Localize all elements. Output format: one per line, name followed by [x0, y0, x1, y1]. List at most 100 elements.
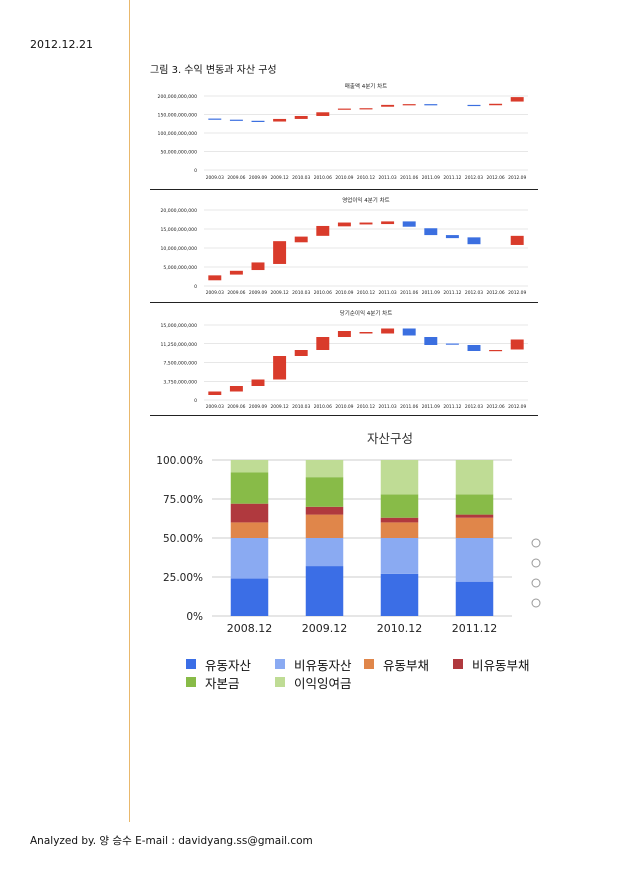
x-tick-label: 2008.12 [227, 622, 273, 635]
y-tick-label: 15,000,000,000 [160, 323, 197, 329]
chart-title: 매출액 4분기 차트 [345, 82, 387, 90]
waterfall-bar [424, 228, 438, 236]
stacked-bar-segment [455, 538, 494, 582]
stacked-bar-segment [380, 517, 419, 523]
waterfall-bar [489, 103, 503, 106]
legend-label: 유동부채 [383, 657, 430, 673]
waterfall-bar [337, 108, 351, 110]
waterfall-bar [402, 104, 416, 106]
x-tick-label: 2012.09 [508, 404, 526, 410]
waterfall-bar [467, 345, 481, 351]
stacked-bar-segment [230, 472, 269, 504]
x-tick-label: 2009.06 [227, 175, 245, 181]
legend-marker-icon [531, 578, 541, 588]
x-tick-label: 2011.06 [400, 290, 418, 296]
waterfall-bar [510, 339, 524, 350]
waterfall-bar [294, 236, 308, 243]
waterfall-bar [359, 108, 373, 110]
waterfall-bar [208, 275, 222, 281]
legend-item: 비유동부채 [453, 655, 542, 674]
waterfall-bar [273, 118, 287, 122]
legend-label: 유동자산 [205, 657, 252, 673]
y-tick-label: 50.00% [163, 533, 203, 545]
y-tick-label: 20,000,000,000 [160, 208, 197, 214]
waterfall-bar [467, 104, 481, 107]
legend-row: 유동자산 비유동자산 유동부채 비유동부채 [186, 655, 546, 673]
y-tick-label: 5,000,000,000 [163, 265, 197, 271]
legend-swatch [453, 659, 463, 669]
waterfall-bar [467, 237, 481, 245]
y-tick-label: 0 [194, 168, 197, 174]
stacked-bar-segment [305, 566, 344, 616]
margin-rule [129, 0, 130, 822]
stacked-bar-segment [455, 460, 494, 495]
waterfall-bar [251, 120, 265, 122]
y-tick-label: 0 [194, 284, 197, 290]
stacked-bar-segment [455, 517, 494, 538]
x-tick-label: 2009.12 [271, 290, 289, 296]
waterfall-bar [489, 350, 503, 352]
stacked-bar-segment [230, 460, 269, 473]
waterfall-bar [510, 97, 524, 102]
x-tick-label: 2011.12 [443, 404, 461, 410]
x-tick-label: 2010.09 [335, 404, 353, 410]
y-tick-label: 50,000,000,000 [160, 150, 197, 156]
waterfall-bar [381, 328, 395, 334]
legend-marker-icon [531, 558, 541, 568]
waterfall-bar [359, 332, 373, 334]
stacked-bar-segment [230, 503, 269, 523]
stacked-bar-segment [305, 460, 344, 478]
waterfall-bar [445, 235, 459, 239]
x-tick-label: 2010.06 [314, 290, 332, 296]
waterfall-bar [510, 235, 524, 245]
waterfall-bar [402, 221, 416, 227]
x-tick-label: 2012.03 [465, 404, 483, 410]
y-tick-label: 0% [186, 611, 203, 623]
waterfall-bar [337, 222, 351, 227]
x-tick-label: 2009.09 [249, 175, 267, 181]
x-tick-label: 2010.06 [314, 404, 332, 410]
waterfall-bar [273, 241, 287, 264]
y-tick-label: 100,000,000,000 [158, 131, 198, 137]
waterfall-bar [208, 391, 222, 395]
x-tick-label: 2011.12 [443, 175, 461, 181]
y-tick-label: 11,250,000,000 [160, 342, 197, 348]
legend-label: 자본금 [205, 675, 240, 691]
waterfall-bar [229, 270, 243, 275]
stacked-bar-segment [305, 506, 344, 515]
stacked-bar-segment [380, 522, 419, 538]
x-tick-label: 2012.09 [508, 290, 526, 296]
report-date: 2012.12.21 [30, 38, 93, 51]
legend-row: 자본금 이익잉여금 [186, 673, 546, 691]
x-tick-label: 2011.03 [379, 290, 397, 296]
x-tick-label: 2011.12 [452, 622, 498, 635]
waterfall-bar [229, 119, 243, 121]
revenue-waterfall-chart: 매출액 4분기 차트 200,000,000,000 150,000,000,000… [150, 76, 538, 190]
footer-credit: Analyzed by. 양 승수 E-mail : davidyang.ss@… [30, 835, 313, 847]
stacked-bar-segment [305, 514, 344, 538]
waterfall-bar [294, 350, 308, 356]
x-tick-label: 2011.03 [379, 404, 397, 410]
legend-item: 유동자산 [186, 655, 275, 674]
x-tick-label: 2012.03 [465, 290, 483, 296]
x-tick-label: 2010.03 [292, 175, 310, 181]
legend-swatch [275, 677, 285, 687]
x-tick-label: 2010.12 [357, 404, 375, 410]
y-tick-label: 7,500,000,000 [163, 361, 197, 367]
net-income-waterfall-chart: 당기순이익 4분기 차트 15,000,000,000 11,250,000,000… [150, 305, 538, 416]
x-tick-label: 2011.09 [422, 290, 440, 296]
chart-title: 자산구성 [367, 431, 413, 446]
x-tick-label: 2012.06 [487, 175, 505, 181]
x-tick-label: 2009.03 [206, 404, 224, 410]
waterfall-bar [229, 386, 243, 392]
x-tick-label: 2011.06 [400, 404, 418, 410]
x-tick-label: 2011.09 [422, 404, 440, 410]
legend-label: 비유동자산 [294, 657, 352, 673]
stacked-bar-segment [230, 522, 269, 538]
x-tick-label: 2011.06 [400, 175, 418, 181]
stacked-bar-segment [380, 494, 419, 518]
chart-title: 당기순이익 4분기 차트 [340, 309, 393, 317]
y-tick-label: 200,000,000,000 [158, 94, 198, 100]
x-tick-label: 2010.12 [357, 175, 375, 181]
x-tick-label: 2011.12 [443, 290, 461, 296]
